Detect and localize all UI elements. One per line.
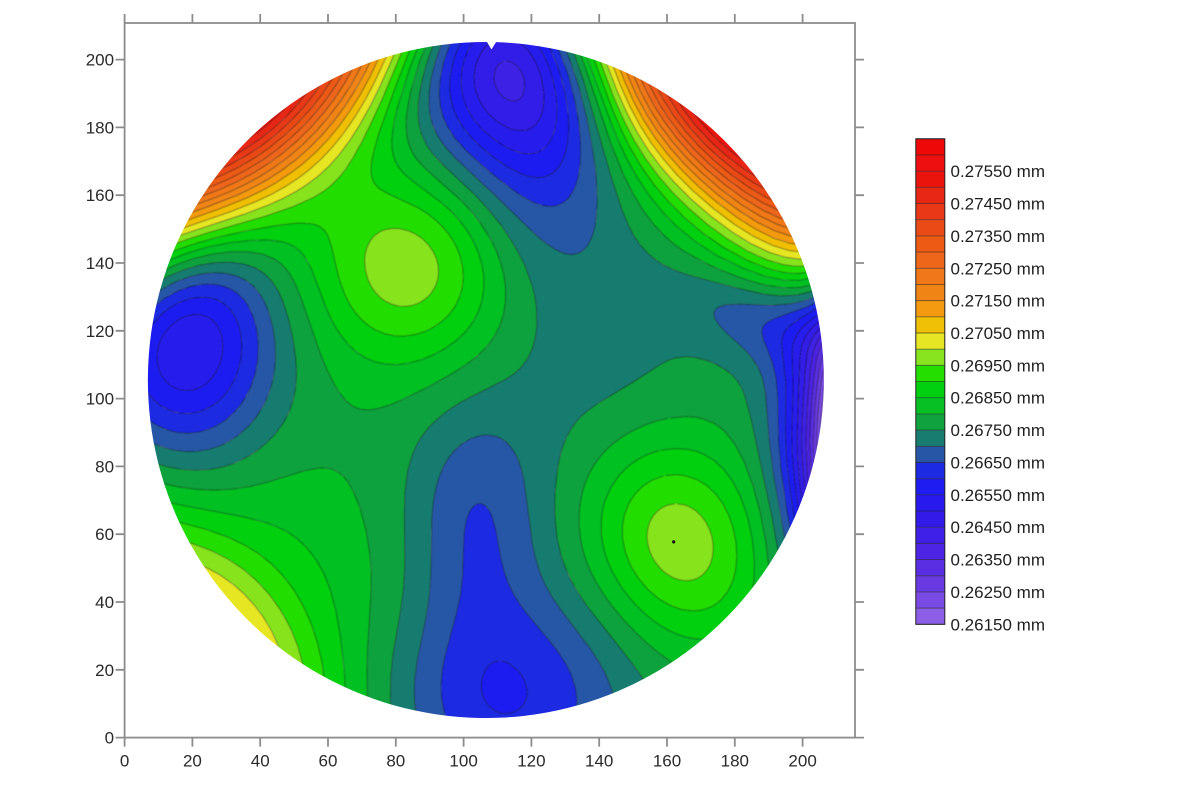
- svg-text:160: 160: [653, 751, 681, 770]
- svg-text:120: 120: [86, 322, 114, 341]
- svg-text:200: 200: [788, 751, 816, 770]
- svg-text:0.26950 mm: 0.26950 mm: [951, 356, 1046, 375]
- svg-text:0.27550 mm: 0.27550 mm: [951, 162, 1046, 181]
- svg-text:180: 180: [86, 118, 114, 137]
- svg-text:0: 0: [120, 751, 129, 770]
- svg-text:0.27250 mm: 0.27250 mm: [951, 259, 1046, 278]
- svg-text:0.26550 mm: 0.26550 mm: [951, 486, 1046, 505]
- svg-text:0.26250 mm: 0.26250 mm: [951, 583, 1046, 602]
- svg-text:0: 0: [105, 729, 114, 748]
- svg-text:140: 140: [86, 254, 114, 273]
- svg-text:160: 160: [86, 186, 114, 205]
- svg-text:200: 200: [86, 51, 114, 70]
- svg-text:0.27450 mm: 0.27450 mm: [951, 194, 1046, 213]
- svg-text:40: 40: [95, 593, 114, 612]
- svg-text:0.26850 mm: 0.26850 mm: [951, 389, 1046, 408]
- svg-text:0.27150 mm: 0.27150 mm: [951, 292, 1046, 311]
- svg-text:0.26450 mm: 0.26450 mm: [951, 518, 1046, 537]
- svg-text:0.26150 mm: 0.26150 mm: [951, 615, 1046, 634]
- svg-text:0.27350 mm: 0.27350 mm: [951, 227, 1046, 246]
- svg-text:20: 20: [95, 661, 114, 680]
- svg-text:100: 100: [86, 390, 114, 409]
- svg-text:60: 60: [319, 751, 338, 770]
- svg-text:40: 40: [251, 751, 270, 770]
- svg-text:140: 140: [585, 751, 613, 770]
- svg-text:100: 100: [449, 751, 477, 770]
- svg-text:0.27050 mm: 0.27050 mm: [951, 324, 1046, 343]
- svg-text:0.26650 mm: 0.26650 mm: [951, 453, 1046, 472]
- svg-text:120: 120: [517, 751, 545, 770]
- svg-text:80: 80: [386, 751, 405, 770]
- svg-text:60: 60: [95, 525, 114, 544]
- svg-text:0.26350 mm: 0.26350 mm: [951, 551, 1046, 570]
- svg-text:180: 180: [721, 751, 749, 770]
- svg-text:0.26750 mm: 0.26750 mm: [951, 421, 1046, 440]
- svg-text:20: 20: [183, 751, 202, 770]
- svg-text:80: 80: [95, 457, 114, 476]
